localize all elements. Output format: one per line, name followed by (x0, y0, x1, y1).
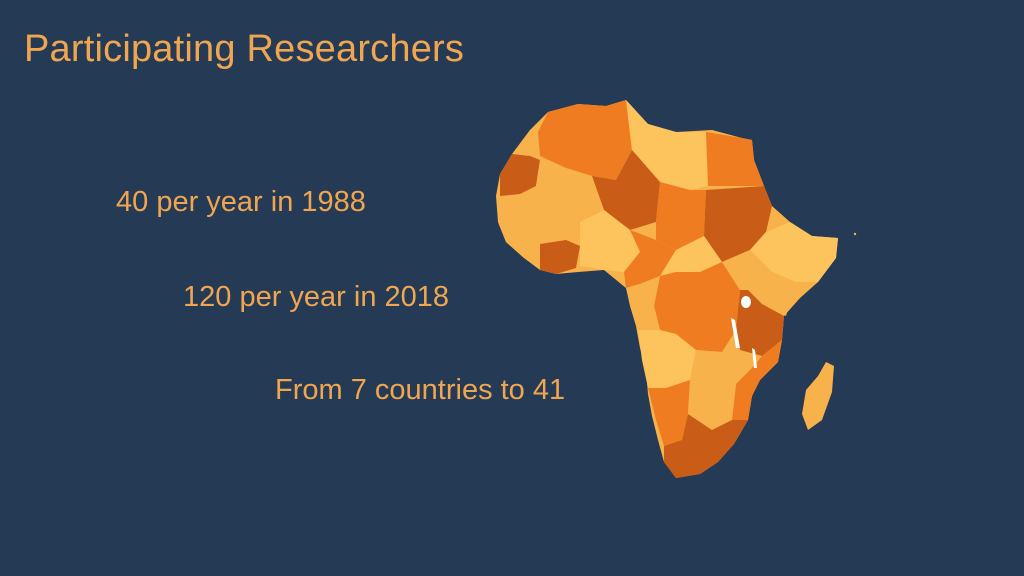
region-drc (654, 262, 740, 352)
lake-malawi (752, 348, 757, 368)
lake-victoria (741, 296, 751, 308)
lake-tanganyika (731, 318, 740, 348)
region-chad (656, 182, 706, 250)
region-niger (592, 150, 660, 230)
region-kenya (722, 250, 796, 316)
region-zambia (690, 350, 752, 388)
madagascar (802, 362, 834, 430)
africa-map-icon (496, 100, 857, 478)
point-1988: 40 per year in 1988 (116, 186, 366, 218)
region-egypt (706, 132, 764, 186)
region-angola (638, 330, 696, 388)
region-ghana-ivory (540, 240, 580, 274)
region-cameroon (624, 230, 676, 288)
region-south-africa (664, 414, 748, 478)
point-2018: 120 per year in 2018 (183, 281, 450, 313)
region-libya (626, 100, 708, 190)
region-horn (750, 222, 838, 282)
socotra-dot (853, 232, 857, 236)
region-northwest (538, 100, 632, 180)
region-west-sahara (500, 154, 540, 196)
region-nigeria (580, 210, 640, 272)
region-sudan (704, 186, 772, 262)
region-gabon-congo (626, 276, 660, 330)
region-mozambique (732, 340, 782, 420)
point-countries: From 7 countries to 41 (275, 374, 566, 406)
region-sahel-west (536, 160, 604, 226)
slide-title: Participating Researchers (24, 28, 465, 70)
region-namibia (648, 380, 690, 446)
region-botswana (688, 380, 736, 430)
region-car (660, 236, 722, 276)
